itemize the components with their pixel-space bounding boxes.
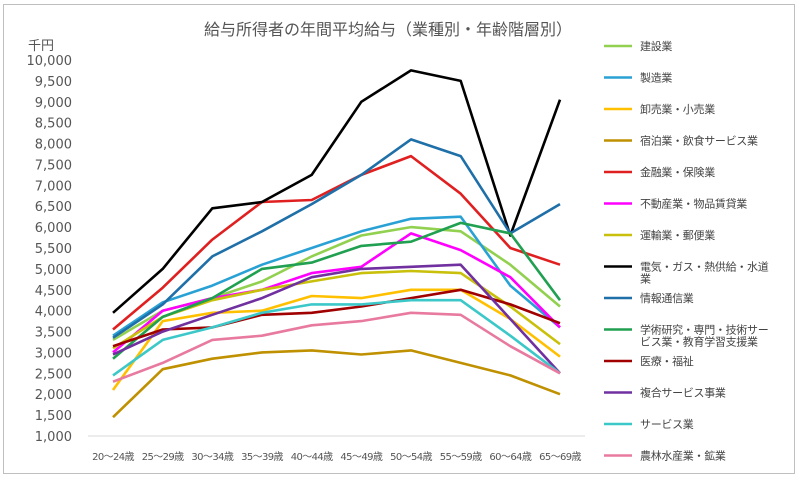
y-tick-label: 6,500 bbox=[35, 200, 72, 215]
x-tick-label: 60～64歳 bbox=[489, 451, 531, 463]
x-tick-label: 35～39歳 bbox=[241, 451, 283, 463]
series-line bbox=[112, 221, 562, 360]
series-line bbox=[111, 288, 561, 391]
legend-label: 農林水産業・鉱業 bbox=[640, 449, 726, 463]
y-tick-label: 2,000 bbox=[35, 388, 72, 403]
series-line bbox=[112, 298, 561, 377]
x-tick-label: 65～69歳 bbox=[539, 451, 581, 463]
legend-label: 学術研究・専門・技術サービス業・教育学習支援業 bbox=[640, 323, 768, 349]
x-tick-label: 50～54歳 bbox=[390, 451, 432, 463]
y-tick-label: 1,000 bbox=[35, 430, 72, 445]
legend-label: 卸売業・小売業 bbox=[640, 102, 715, 116]
legend-label: 宿泊業・飲食サービス業 bbox=[640, 134, 758, 148]
legend-label: サービス業 bbox=[640, 418, 694, 431]
x-tick-label: 55～59歳 bbox=[440, 451, 482, 463]
y-tick-label: 10,000 bbox=[27, 54, 73, 69]
y-tick-label: 8,000 bbox=[35, 138, 72, 153]
legend-label: 金融業・保険業 bbox=[640, 165, 715, 179]
y-tick-label: 5,000 bbox=[35, 263, 72, 278]
x-tick-label: 30～34歳 bbox=[191, 451, 233, 463]
y-axis-unit: 千円 bbox=[28, 39, 54, 54]
series-line bbox=[112, 215, 561, 337]
y-tick-label: 7,500 bbox=[35, 158, 72, 173]
x-tick-label: 40～44歳 bbox=[291, 451, 333, 463]
x-tick-label: 20～24歳 bbox=[92, 451, 134, 463]
series-line bbox=[112, 154, 561, 331]
series-line bbox=[112, 263, 561, 375]
y-tick-label: 7,000 bbox=[35, 179, 72, 194]
y-tick-label: 1,500 bbox=[35, 409, 72, 424]
series-line bbox=[112, 232, 561, 354]
legend-label: 情報通信業 bbox=[640, 292, 694, 305]
chart-title: 給与所得者の年間平均給与（業種別・年齢階層別） bbox=[204, 20, 572, 39]
series-line bbox=[112, 138, 561, 339]
series-line bbox=[112, 69, 562, 314]
axes: 1,000 1,500 2,000 2,500 3,000 3,500 4,000 4,500… bbox=[27, 54, 585, 463]
legend-label: 製造業 bbox=[640, 71, 672, 85]
legend: 建設業製造業卸売業・小売業宿泊業・飲食サービス業金融業・保険業不動産業・物品賃貸… bbox=[604, 39, 769, 463]
y-tick-label: 5,500 bbox=[35, 242, 72, 257]
series-lines bbox=[111, 69, 562, 419]
y-tick-label: 3,500 bbox=[35, 326, 72, 341]
y-tick-label: 9,000 bbox=[35, 96, 72, 111]
y-tick-label: 2,500 bbox=[35, 367, 72, 382]
y-tick-label: 4,500 bbox=[35, 284, 72, 299]
y-tick-label: 3,000 bbox=[35, 346, 72, 361]
x-tick-label: 25～29歳 bbox=[142, 451, 184, 463]
series-line bbox=[112, 349, 561, 419]
legend-label: 医療・福祉 bbox=[640, 354, 694, 368]
x-tick-label: 45～49歳 bbox=[340, 451, 382, 463]
series-line bbox=[112, 311, 561, 383]
legend-label: 複合サービス事業 bbox=[640, 386, 726, 400]
legend-label: 不動産業・物品賃貸業 bbox=[640, 197, 747, 211]
y-tick-label: 8,500 bbox=[35, 117, 72, 132]
y-tick-label: 9,500 bbox=[35, 75, 72, 90]
legend-label: 電気・ガス・熱供給・水道業 bbox=[640, 260, 769, 286]
series-line bbox=[112, 288, 561, 348]
legend-label: 運輸業・郵便業 bbox=[640, 228, 715, 242]
legend-label: 建設業 bbox=[640, 39, 672, 53]
y-tick-label: 4,000 bbox=[35, 305, 72, 320]
y-tick-label: 6,000 bbox=[35, 221, 72, 236]
